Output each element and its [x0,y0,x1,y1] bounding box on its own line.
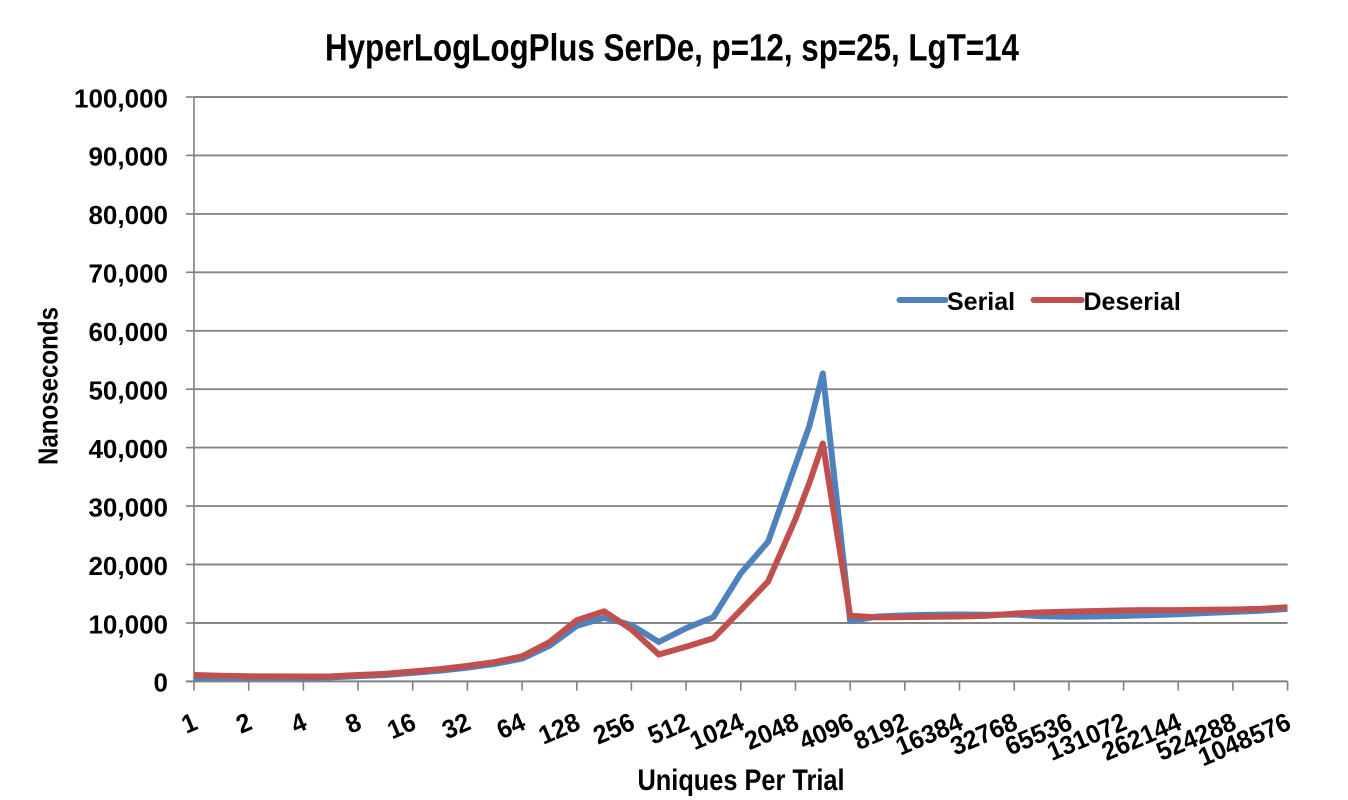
svg-text:HyperLogLogPlus SerDe, p=12, s: HyperLogLogPlus SerDe, p=12, sp=25, LgT=… [325,28,1019,70]
svg-text:70,000: 70,000 [88,259,168,289]
svg-text:0: 0 [154,668,168,698]
svg-text:60,000: 60,000 [88,317,168,347]
svg-text:100,000: 100,000 [74,83,168,113]
svg-text:50,000: 50,000 [88,376,168,406]
svg-text:Uniques Per Trial: Uniques Per Trial [638,764,845,797]
svg-text:90,000: 90,000 [88,142,168,172]
svg-text:20,000: 20,000 [88,551,168,581]
svg-text:Deserial: Deserial [1084,288,1181,316]
svg-text:Nanoseconds: Nanoseconds [33,307,64,465]
svg-text:Serial: Serial [947,288,1015,316]
svg-text:80,000: 80,000 [88,200,168,230]
svg-text:30,000: 30,000 [88,492,168,522]
svg-text:40,000: 40,000 [88,434,168,464]
svg-text:10,000: 10,000 [88,609,168,639]
